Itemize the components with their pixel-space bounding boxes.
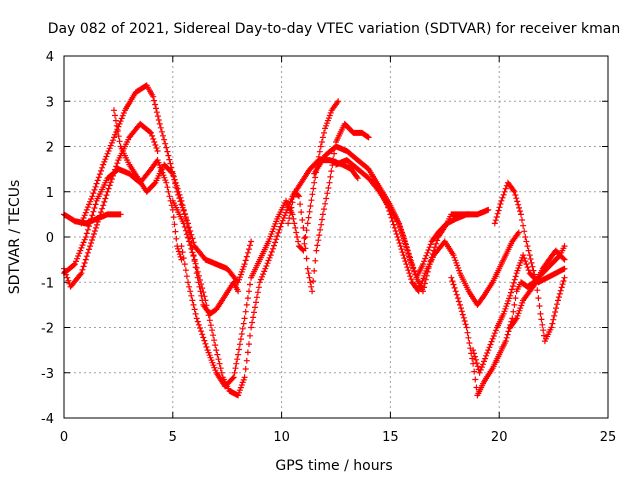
x-tick-label: 10	[273, 430, 290, 445]
series-track-11	[383, 197, 522, 308]
y-tick-label: -3	[41, 367, 54, 382]
series-track-2	[61, 157, 185, 277]
series-track-7	[178, 98, 342, 390]
plus-markers	[178, 98, 342, 390]
series-track-5	[111, 107, 242, 317]
series-track-10	[333, 157, 472, 295]
x-axis-label: GPS time / hours	[275, 458, 392, 474]
y-tick-label: -4	[41, 412, 54, 427]
x-tick-label: 5	[169, 430, 177, 445]
plus-markers	[61, 157, 185, 277]
plus-markers	[448, 243, 568, 399]
y-tick-label: -2	[41, 322, 54, 337]
y-tick-label: 4	[46, 50, 54, 65]
x-tick-label: 0	[60, 430, 68, 445]
y-axis-label: SDTVAR / TECUs	[7, 180, 23, 295]
plus-markers	[111, 107, 242, 317]
series-track-14	[491, 179, 568, 345]
plus-markers	[333, 157, 472, 295]
data-marks	[61, 82, 568, 399]
plus-markers	[169, 157, 361, 399]
chart-title: Day 082 of 2021, Sidereal Day-to-day VTE…	[48, 21, 620, 37]
series-track-13	[470, 252, 568, 376]
x-tick-label: 25	[600, 430, 617, 445]
x-tick-label: 15	[382, 430, 399, 445]
plus-markers	[383, 197, 522, 308]
y-tick-label: 3	[46, 95, 54, 110]
y-tick-label: 0	[46, 231, 54, 246]
plus-markers	[507, 247, 568, 331]
series-track-15	[507, 247, 568, 331]
series-track-8	[285, 120, 372, 295]
y-tick-label: 1	[46, 186, 54, 201]
plus-markers	[285, 120, 372, 295]
y-tick-label: 2	[46, 141, 54, 156]
tick-labels: 0 5 10 15 20 25 -4 -3 -2 -1 0 1 2 3 4	[41, 50, 616, 445]
series-track-6	[169, 157, 361, 399]
y-tick-label: -1	[41, 276, 54, 291]
plus-markers	[470, 252, 568, 376]
plot-frame	[63, 55, 609, 419]
plus-markers	[491, 179, 568, 345]
x-tick-label: 20	[491, 430, 508, 445]
series-track-12	[448, 243, 568, 399]
